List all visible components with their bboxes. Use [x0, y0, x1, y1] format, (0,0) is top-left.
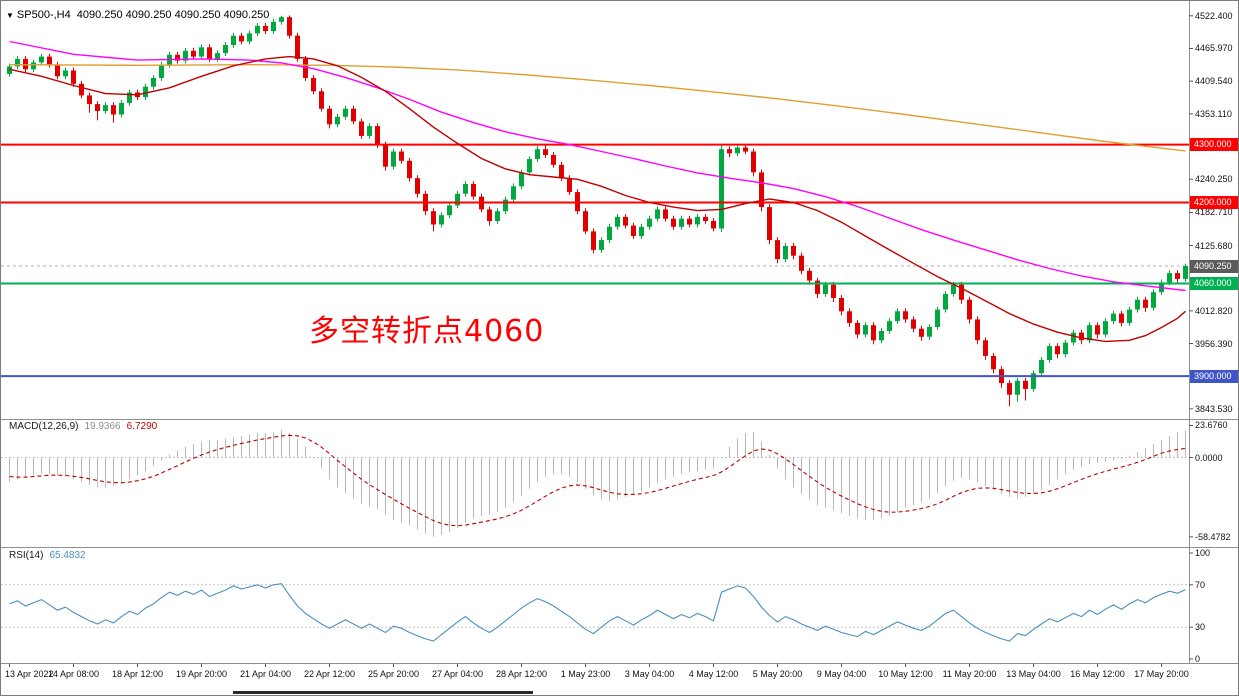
time-axis-label: 22 Apr 12:00	[303, 669, 356, 679]
time-axis-label: 10 May 12:00	[878, 669, 933, 679]
expand-arrow-icon[interactable]: ▼	[6, 11, 14, 20]
macd-value-signal: 6.7290	[126, 421, 158, 432]
time-axis-label: 17 May 20:00	[1134, 669, 1189, 679]
price-axis-label: 3843.530	[1195, 403, 1233, 414]
rsi-axis-label: 70	[1195, 579, 1206, 590]
time-axis-label: 5 May 20:00	[752, 669, 803, 679]
price-axis-label: 4353.110	[1195, 108, 1232, 119]
time-axis-label: 13 May 04:00	[1006, 669, 1061, 679]
rsi-axis-label: 100	[1195, 548, 1211, 558]
macd-pane[interactable]	[1, 419, 1189, 547]
macd-value-main: 19.9366	[84, 421, 121, 432]
time-axis-label: 28 Apr 12:00	[495, 669, 548, 679]
time-axis-label: 13 Apr 2022	[5, 669, 54, 679]
rsi-axis-label: 30	[1195, 622, 1206, 633]
time-axis-label: 14 Apr 08:00	[47, 669, 100, 679]
time-axis-label: 25 Apr 20:00	[367, 669, 420, 679]
time-axis-label: 1 May 23:00	[560, 669, 611, 679]
chart-title: ▼ SP500-,H4 4090.250 4090.250 4090.250 409…	[6, 9, 269, 21]
rsi-pane[interactable]	[1, 547, 1189, 663]
time-axis-label: 19 Apr 20:00	[175, 669, 228, 679]
rsi-axis-label: 0	[1195, 654, 1201, 664]
macd-axis-label: 23.6760	[1195, 420, 1228, 431]
macd-axis-label: 0.0000	[1195, 452, 1223, 463]
time-axis-label: 11 May 20:00	[942, 669, 997, 679]
current-price-label: 4090.250	[1190, 259, 1238, 273]
time-axis[interactable]: 13 Apr 2022 14 Apr 08:00 18 Apr 12:00 19 Ap…	[1, 663, 1189, 689]
ohlc-values: 4090.250 4090.250 4090.250 4090.250	[76, 9, 270, 21]
price-line-label: 3900.000	[1190, 369, 1238, 383]
time-axis-label: 27 Apr 04:00	[431, 669, 484, 679]
price-line-label: 4200.000	[1190, 195, 1238, 209]
price-line-label: 4300.000	[1190, 138, 1238, 152]
price-axis-label: 4182.710	[1195, 207, 1233, 218]
price-line-label: 4060.000	[1190, 277, 1238, 291]
price-axis[interactable]: 4522.400 4465.970 4409.540 4353.110 4240.250…	[1189, 1, 1238, 664]
main-chart-pane[interactable]	[1, 1, 1189, 419]
rsi-indicator-label: RSI(14) 65.4832	[9, 550, 86, 561]
macd-axis-label: -58.4782	[1195, 531, 1231, 542]
symbol-timeframe: SP500-,H4	[16, 9, 71, 21]
price-axis-label: 4240.250	[1195, 174, 1233, 185]
price-axis-label: 4409.540	[1195, 76, 1233, 87]
h-scrollbar[interactable]	[233, 691, 533, 694]
time-axis-label: 21 Apr 04:00	[239, 669, 292, 679]
time-axis-label: 16 May 12:00	[1070, 669, 1125, 679]
macd-name: MACD(12,26,9)	[9, 421, 79, 432]
rsi-value: 65.4832	[49, 550, 86, 561]
price-axis-label: 4465.970	[1195, 43, 1233, 54]
time-axis-label: 3 May 04:00	[624, 669, 675, 679]
price-axis-label: 4012.820	[1195, 305, 1233, 316]
time-axis-label: 18 Apr 12:00	[111, 669, 164, 679]
price-axis-label: 3956.390	[1195, 338, 1233, 349]
macd-indicator-label: MACD(12,26,9) 19.9366 6.7290	[9, 421, 157, 432]
price-axis-label: 4522.400	[1195, 10, 1233, 21]
price-axis-label: 4125.680	[1195, 240, 1233, 251]
time-axis-label: 4 May 12:00	[688, 669, 739, 679]
rsi-name: RSI(14)	[9, 550, 44, 561]
chart-text-annotation: 多空转折点4060	[309, 314, 545, 349]
time-axis-label: 9 May 04:00	[816, 669, 867, 679]
